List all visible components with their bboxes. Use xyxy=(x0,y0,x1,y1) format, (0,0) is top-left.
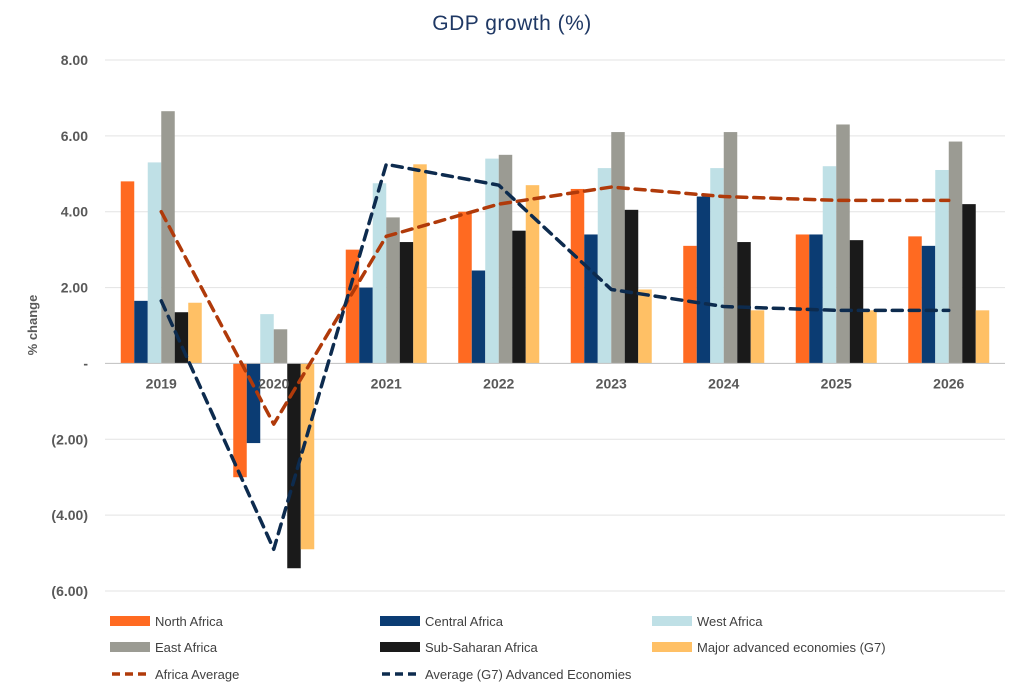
legend-label: West Africa xyxy=(697,614,763,629)
bar-east-africa-2020 xyxy=(273,329,288,364)
chart-title: GDP growth (%) xyxy=(432,12,592,35)
bar-sub-saharan-africa-2025 xyxy=(849,240,864,364)
bar-north-africa-2024 xyxy=(683,245,697,364)
bar-central-africa-2026 xyxy=(921,245,936,364)
bar-east-africa-2026 xyxy=(948,141,963,364)
bar-east-africa-2023 xyxy=(611,132,625,364)
bar-west-africa-2020 xyxy=(260,314,274,364)
legend-label: Central Africa xyxy=(425,614,504,629)
bar-major-advanced-economies-g7-2019 xyxy=(188,302,202,364)
legend-swatch xyxy=(380,616,420,626)
legend-item-sub-saharan-africa: Sub-Saharan Africa xyxy=(380,640,539,655)
bar-north-africa-2025 xyxy=(795,234,810,364)
bar-sub-saharan-africa-2024 xyxy=(737,242,751,364)
bar-major-advanced-economies-g7-2024 xyxy=(750,310,765,364)
line-average-g7-advanced-economies xyxy=(159,162,951,552)
y-tick-label: 6.00 xyxy=(61,128,88,144)
x-tick-label: 2021 xyxy=(371,375,402,391)
bar-west-africa-2024 xyxy=(710,168,724,364)
bar-east-africa-2019 xyxy=(161,111,175,364)
y-axis-label: % change xyxy=(25,295,40,356)
bar-sub-saharan-africa-2026 xyxy=(962,204,976,364)
legend-label: Sub-Saharan Africa xyxy=(425,640,539,655)
bar-north-africa-2020 xyxy=(233,363,247,478)
legend-label: Average (G7) Advanced Economies xyxy=(425,667,632,682)
y-tick-label: 4.00 xyxy=(61,204,88,220)
legend-item-north-africa: North Africa xyxy=(110,614,224,629)
bar-west-africa-2019 xyxy=(147,162,162,364)
x-tick-label: 2026 xyxy=(933,375,964,391)
bar-sub-saharan-africa-2021 xyxy=(399,242,414,364)
x-tick-label: 2024 xyxy=(708,375,739,391)
legend-swatch xyxy=(652,642,692,652)
bar-west-africa-2026 xyxy=(935,169,949,364)
legend-item-average-g7-advanced-economies: Average (G7) Advanced Economies xyxy=(382,667,632,682)
bar-series xyxy=(120,111,990,569)
x-axis-ticks: 2019 2020 2021 2022 2023 2024 2025 2026 xyxy=(146,375,965,391)
bar-east-africa-2024 xyxy=(723,132,738,364)
legend-label: North Africa xyxy=(155,614,224,629)
y-tick-label: (6.00) xyxy=(51,583,88,599)
legend-item-central-africa: Central Africa xyxy=(380,614,504,629)
bar-sub-saharan-africa-2022 xyxy=(512,230,526,364)
line-series xyxy=(159,162,951,552)
legend-label: Major advanced economies (G7) xyxy=(697,640,886,655)
bar-central-africa-2020 xyxy=(246,363,261,444)
legend-swatch xyxy=(110,616,150,626)
legend-item-east-africa: East Africa xyxy=(110,640,218,655)
y-axis-ticks: 8.00 6.00 4.00 2.00 - (2.00) (4.00) (6.00) xyxy=(51,52,88,599)
bar-sub-saharan-africa-2023 xyxy=(624,209,639,364)
bar-north-africa-2022 xyxy=(458,211,472,364)
bar-west-africa-2025 xyxy=(822,166,837,364)
y-tick-label: (4.00) xyxy=(51,507,88,523)
legend-item-west-africa: West Africa xyxy=(652,614,763,629)
bar-major-advanced-economies-g7-2023 xyxy=(638,289,652,364)
y-tick-label: (2.00) xyxy=(51,431,88,447)
bar-central-africa-2019 xyxy=(134,300,148,364)
bar-west-africa-2023 xyxy=(597,168,612,364)
bar-major-advanced-economies-g7-2025 xyxy=(863,310,877,364)
bar-east-africa-2022 xyxy=(498,154,513,364)
bar-east-africa-2021 xyxy=(386,217,400,364)
y-tick-label: - xyxy=(83,355,88,371)
bar-central-africa-2022 xyxy=(471,270,486,364)
line-africa-average xyxy=(159,185,951,426)
bar-west-africa-2022 xyxy=(485,158,499,364)
legend-item-africa-average: Africa Average xyxy=(112,667,239,682)
x-tick-label: 2022 xyxy=(483,375,514,391)
legend: North Africa Central Africa West Africa Eas… xyxy=(110,614,886,682)
legend-swatch xyxy=(380,642,420,652)
bar-north-africa-2021 xyxy=(345,249,360,364)
bar-major-advanced-economies-g7-2026 xyxy=(975,310,990,364)
x-tick-label: 2020 xyxy=(258,375,289,391)
legend-swatch xyxy=(110,642,150,652)
bar-west-africa-2021 xyxy=(372,183,387,364)
bar-sub-saharan-africa-2020 xyxy=(287,363,301,569)
bar-central-africa-2025 xyxy=(809,234,823,364)
bar-central-africa-2023 xyxy=(584,234,598,364)
legend-label: East Africa xyxy=(155,640,218,655)
y-tick-label: 8.00 xyxy=(61,52,88,68)
x-tick-label: 2023 xyxy=(596,375,627,391)
legend-swatch xyxy=(652,616,692,626)
bar-major-advanced-economies-g7-2022 xyxy=(525,185,540,364)
legend-label: Africa Average xyxy=(155,667,239,682)
y-tick-label: 2.00 xyxy=(61,280,88,296)
bar-north-africa-2019 xyxy=(120,181,135,364)
bar-major-advanced-economies-g7-2020 xyxy=(300,363,315,550)
bar-north-africa-2026 xyxy=(908,236,922,364)
x-tick-label: 2025 xyxy=(821,375,852,391)
bar-north-africa-2023 xyxy=(570,188,585,364)
bar-major-advanced-economies-g7-2021 xyxy=(413,164,427,364)
bar-central-africa-2021 xyxy=(359,287,373,364)
legend-item-major-advanced-economies-g7: Major advanced economies (G7) xyxy=(652,640,886,655)
x-tick-label: 2019 xyxy=(146,375,177,391)
bar-east-africa-2025 xyxy=(836,124,850,364)
bar-central-africa-2024 xyxy=(696,196,711,364)
